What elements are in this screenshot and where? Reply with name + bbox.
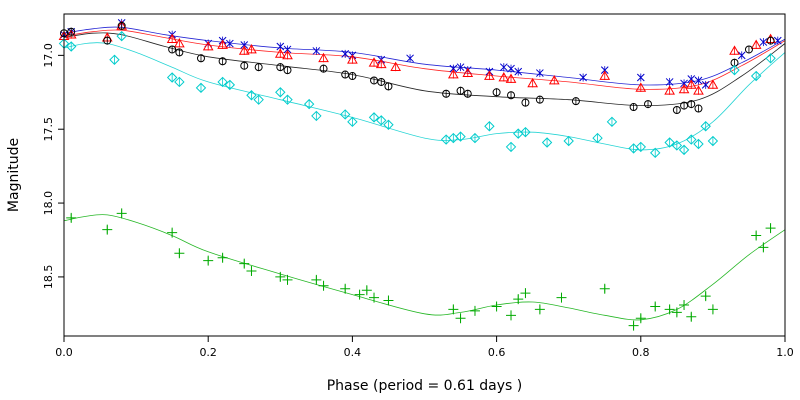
y-axis: 17.0 17.5 18.0 18.5 bbox=[42, 43, 64, 289]
fit-curves bbox=[63, 26, 786, 321]
fit-curve-0 bbox=[63, 26, 786, 86]
data-point bbox=[166, 72, 178, 83]
data-point bbox=[729, 64, 740, 76]
data-point bbox=[707, 135, 719, 147]
data-point bbox=[650, 147, 661, 159]
data-point bbox=[303, 98, 315, 110]
data-point bbox=[484, 121, 495, 132]
data-point bbox=[217, 76, 228, 88]
y-tick-label: 18.5 bbox=[42, 265, 55, 290]
data-point bbox=[520, 126, 531, 138]
data-point bbox=[376, 115, 387, 126]
data-point bbox=[66, 41, 77, 52]
data-point bbox=[563, 135, 574, 147]
data-point bbox=[195, 82, 207, 94]
y-tick-label: 17.5 bbox=[42, 117, 55, 142]
data-point bbox=[311, 110, 322, 122]
data-point bbox=[224, 79, 236, 91]
data-point bbox=[246, 90, 257, 101]
x-tick-label: 0.8 bbox=[632, 346, 650, 359]
data-markers bbox=[58, 18, 782, 331]
data-point bbox=[174, 76, 185, 88]
data-point bbox=[678, 144, 690, 156]
data-point bbox=[765, 53, 776, 64]
data-point bbox=[347, 116, 358, 128]
data-point bbox=[635, 141, 647, 153]
plot-frame bbox=[63, 13, 786, 337]
x-axis-title: Phase (period = 0.61 days ) bbox=[327, 378, 523, 394]
x-tick-label: 1.0 bbox=[776, 346, 794, 359]
data-point bbox=[275, 87, 286, 98]
data-point bbox=[383, 119, 394, 130]
data-point bbox=[686, 134, 697, 145]
data-point bbox=[368, 112, 380, 123]
data-point bbox=[455, 131, 466, 142]
data-point bbox=[109, 54, 120, 65]
data-point bbox=[116, 30, 127, 42]
data-point bbox=[253, 94, 264, 105]
y-axis-title: Magnitude bbox=[6, 138, 22, 212]
x-tick-label: 0.6 bbox=[488, 346, 506, 359]
y-tick-label: 17.0 bbox=[42, 43, 55, 68]
data-point bbox=[541, 137, 553, 148]
x-tick-label: 0.2 bbox=[199, 346, 217, 359]
fit-curve-2 bbox=[63, 32, 786, 107]
data-point bbox=[700, 121, 711, 132]
data-point bbox=[592, 132, 603, 144]
data-point bbox=[693, 138, 704, 150]
x-tick-label: 0.0 bbox=[55, 346, 73, 359]
x-tick-label: 0.4 bbox=[344, 346, 362, 359]
data-point bbox=[339, 109, 351, 120]
data-point bbox=[750, 70, 762, 82]
data-point bbox=[282, 94, 293, 105]
data-point bbox=[606, 116, 618, 128]
data-point bbox=[664, 137, 675, 148]
fit-curve-3 bbox=[63, 42, 786, 151]
x-axis: 0.0 0.2 0.4 0.6 0.8 1.0 bbox=[55, 336, 794, 359]
y-tick-label: 18.0 bbox=[42, 191, 55, 216]
data-point bbox=[505, 141, 517, 153]
data-point bbox=[671, 140, 683, 151]
data-point bbox=[469, 132, 481, 144]
